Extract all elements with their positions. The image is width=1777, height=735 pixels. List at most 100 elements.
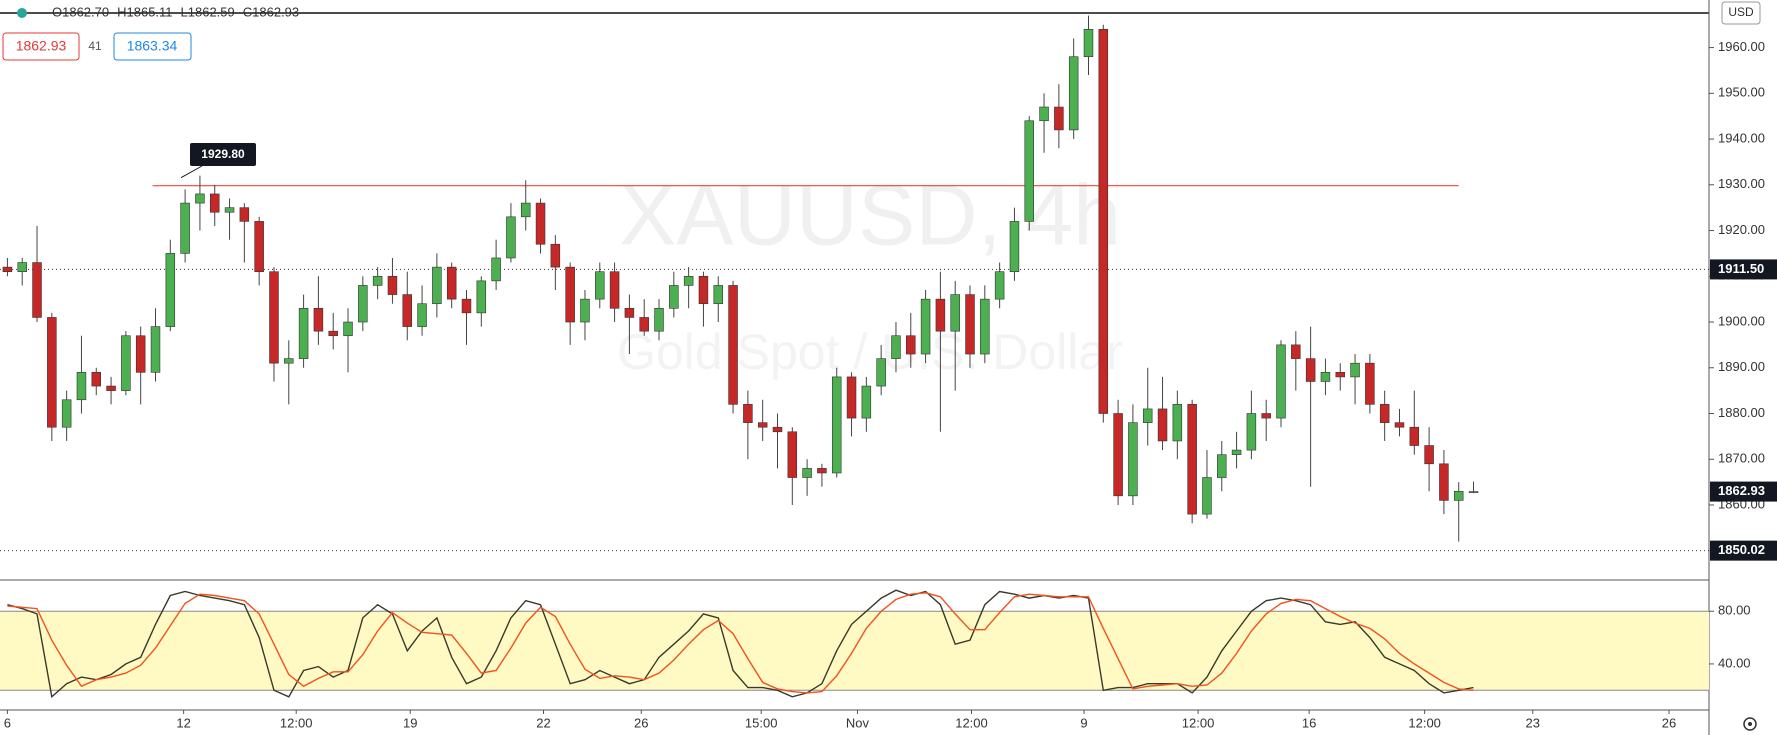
candle-body <box>1350 362 1360 378</box>
ohlc-legend: O1862.70 H1865.11 L1862.59 C1862.93 <box>52 4 299 19</box>
y-tick-label: 1890.00 <box>1718 359 1765 374</box>
y-tick-label: 1940.00 <box>1718 130 1765 145</box>
y-tick-label: 1870.00 <box>1718 451 1765 466</box>
candle-body <box>1187 404 1197 515</box>
candle-body <box>1083 28 1094 58</box>
candle-body <box>1113 413 1123 497</box>
candle-body <box>698 275 709 305</box>
candle-body <box>1098 28 1109 414</box>
candle-body <box>876 358 886 387</box>
candle-body <box>580 298 590 323</box>
candle-body <box>1291 344 1301 359</box>
ohlc-value: H1865.11 <box>117 4 172 19</box>
candle-body <box>298 307 309 359</box>
candle-body <box>639 317 649 332</box>
currency: USD <box>1728 5 1754 19</box>
candle-body <box>150 326 161 373</box>
ohlc-value: C1862.93 <box>243 4 299 19</box>
x-tick-label: 6 <box>4 715 11 730</box>
x-tick-label: 12:00 <box>1182 715 1215 730</box>
x-tick-label: 22 <box>536 715 550 730</box>
watermark: XAUUSD, 4h Gold Spot / U.S. Dollar <box>617 168 1123 380</box>
candle-body <box>1128 422 1138 497</box>
candle-body <box>846 376 857 419</box>
candle-body <box>121 335 131 391</box>
candle-body <box>683 275 694 286</box>
candle-body <box>2 266 13 273</box>
buy-box[interactable] <box>113 32 192 61</box>
x-tick-label: 15:00 <box>745 715 778 730</box>
candle-body <box>165 253 176 327</box>
candle-body <box>1231 449 1242 455</box>
y-tick-label: 1930.00 <box>1718 176 1765 191</box>
candle-body <box>772 426 783 433</box>
candle-body <box>609 271 620 309</box>
x-tick-label: 19 <box>403 715 417 730</box>
watermark-name: Gold Spot / U.S. Dollar <box>617 324 1123 380</box>
price-label-box <box>1710 540 1777 561</box>
candle-body <box>1009 221 1020 273</box>
candle-body <box>1217 454 1227 478</box>
y-tick-label: 80.00 <box>1718 603 1751 618</box>
candle-body <box>1335 372 1345 378</box>
candle-body <box>728 285 738 405</box>
candle-body <box>1157 408 1168 442</box>
candle-body <box>76 372 87 401</box>
candle-body <box>1424 445 1434 465</box>
candle-body <box>224 207 235 213</box>
price-label-box <box>1710 481 1777 502</box>
candle-body <box>328 330 338 337</box>
candle-body <box>624 307 635 318</box>
candle-body <box>1024 120 1034 222</box>
candle-body <box>757 422 768 428</box>
candle-body <box>743 404 753 423</box>
callout-pointer <box>180 165 203 179</box>
candle-body <box>358 285 368 323</box>
candle-body <box>61 399 72 428</box>
gear <box>1743 717 1757 731</box>
candle-body <box>520 202 531 218</box>
candle-body <box>209 193 220 213</box>
candle-body <box>817 468 827 474</box>
candle-body <box>1172 404 1183 442</box>
candle-body <box>831 376 842 474</box>
currency-box[interactable] <box>1721 1 1761 25</box>
y-tick-label: 1950.00 <box>1718 85 1765 100</box>
candle-body <box>446 266 457 300</box>
candle-body <box>1068 56 1079 131</box>
candle-body <box>1394 422 1405 428</box>
candle-body <box>1276 344 1286 419</box>
candle-body <box>269 271 279 364</box>
candle-body <box>906 335 916 355</box>
candle-body <box>787 431 798 478</box>
candle-body <box>550 243 561 268</box>
candle-body <box>180 202 190 254</box>
candle-body <box>1409 426 1420 446</box>
candle-body <box>254 221 264 273</box>
candle-body <box>313 307 324 332</box>
x-tick-label: 9 <box>1080 715 1087 730</box>
sell-box[interactable] <box>2 32 80 61</box>
candle-body <box>432 266 442 305</box>
candle-body <box>1365 362 1375 405</box>
x-tick-label: 26 <box>634 715 648 730</box>
candle-body <box>135 335 146 373</box>
candle-body <box>535 202 546 245</box>
candle-body <box>920 298 931 355</box>
candle-body <box>239 207 250 222</box>
candle-body <box>17 262 27 273</box>
candle-body <box>891 335 901 359</box>
candle-body <box>1039 106 1049 122</box>
candle-body <box>476 280 487 314</box>
status-dot <box>17 8 27 18</box>
candle-body <box>1320 372 1331 382</box>
stochastic-line <box>7 589 1474 699</box>
settings-icon[interactable] <box>1743 717 1757 731</box>
callout-label: 1929.80 <box>201 147 245 161</box>
candle-body <box>461 298 472 314</box>
x-tick-label: 23 <box>1526 715 1540 730</box>
y-tick-label: 40.00 <box>1718 655 1751 670</box>
spread: 41 <box>88 39 102 53</box>
candle-body <box>195 193 205 204</box>
x-tick-label: 12:00 <box>280 715 313 730</box>
